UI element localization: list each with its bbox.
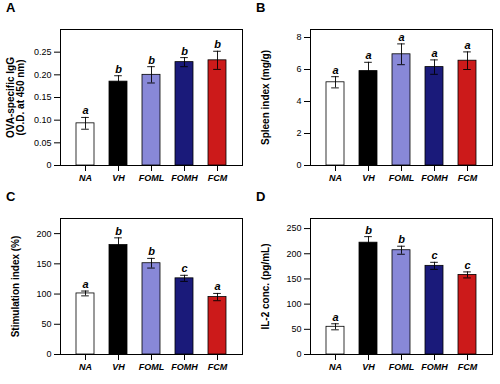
svg-text:NA: NA [79, 173, 92, 183]
svg-text:NA: NA [329, 173, 342, 183]
svg-text:0.10: 0.10 [34, 115, 52, 125]
svg-text:6: 6 [296, 64, 301, 74]
svg-text:0: 0 [46, 160, 51, 170]
svg-text:150: 150 [36, 259, 51, 269]
svg-text:IL-2 conc. (pg/mL): IL-2 conc. (pg/mL) [260, 243, 271, 329]
svg-text:VH: VH [362, 362, 375, 372]
svg-text:0.25: 0.25 [34, 47, 52, 57]
svg-text:c: c [181, 262, 187, 274]
svg-text:a: a [365, 49, 371, 61]
svg-text:OVA-specific IgG(O.D. at 450 n: OVA-specific IgG(O.D. at 450 nm) [5, 57, 26, 138]
svg-text:a: a [332, 64, 338, 76]
svg-text:Stimulation index (%): Stimulation index (%) [10, 236, 21, 338]
svg-text:VH: VH [112, 362, 125, 372]
svg-text:Spleen index (mg/g): Spleen index (mg/g) [260, 50, 271, 145]
svg-text:FOMH: FOMH [421, 173, 448, 183]
svg-text:FOMH: FOMH [171, 173, 198, 183]
html-text:A: A [6, 0, 16, 15]
svg-text:FOML: FOML [389, 173, 415, 183]
svg-text:VH: VH [362, 173, 375, 183]
svg-text:b: b [115, 225, 122, 237]
svg-text:a: a [214, 280, 220, 292]
svg-text:50: 50 [291, 324, 301, 334]
svg-text:2: 2 [296, 128, 301, 138]
svg-text:b: b [181, 45, 188, 57]
svg-text:b: b [214, 38, 221, 50]
svg-text:c: c [464, 259, 470, 271]
svg-text:FCM: FCM [208, 173, 228, 183]
svg-text:FCM: FCM [208, 362, 228, 372]
svg-text:FOMH: FOMH [421, 362, 448, 372]
svg-text:200: 200 [36, 228, 51, 238]
svg-text:FCM: FCM [458, 362, 478, 372]
svg-text:a: a [398, 31, 404, 43]
svg-text:0: 0 [46, 349, 51, 359]
svg-text:b: b [148, 54, 155, 66]
svg-text:100: 100 [36, 289, 51, 299]
svg-text:50: 50 [41, 319, 51, 329]
svg-text:FOML: FOML [139, 173, 165, 183]
svg-text:250: 250 [286, 223, 301, 233]
svg-text:a: a [82, 104, 88, 116]
svg-text:8: 8 [296, 32, 301, 42]
svg-text:a: a [431, 47, 437, 59]
svg-text:FOML: FOML [389, 362, 415, 372]
svg-text:0.05: 0.05 [34, 138, 52, 148]
svg-text:FOML: FOML [139, 362, 165, 372]
svg-text:b: b [365, 224, 372, 236]
svg-text:FOMH: FOMH [171, 362, 198, 372]
svg-text:0: 0 [296, 160, 301, 170]
html-text:B: B [256, 0, 266, 15]
svg-text:b: b [148, 245, 155, 257]
svg-text:a: a [464, 39, 470, 51]
svg-text:b: b [398, 233, 405, 245]
svg-text:FCM: FCM [458, 173, 478, 183]
svg-text:VH: VH [112, 173, 125, 183]
svg-text:a: a [82, 278, 88, 290]
svg-text:0: 0 [296, 349, 301, 359]
svg-text:a: a [332, 311, 338, 323]
svg-text:0.15: 0.15 [34, 92, 52, 102]
svg-text:100: 100 [286, 299, 301, 309]
svg-text:4: 4 [296, 96, 301, 106]
svg-text:c: c [431, 249, 437, 261]
svg-text:150: 150 [286, 274, 301, 284]
svg-text:200: 200 [286, 249, 301, 259]
svg-text:b: b [115, 63, 122, 75]
svg-text:NA: NA [329, 362, 342, 372]
html-text:C: C [6, 189, 16, 204]
svg-text:0.20: 0.20 [34, 70, 52, 80]
svg-text:NA: NA [79, 362, 92, 372]
html-text:D: D [256, 189, 266, 204]
